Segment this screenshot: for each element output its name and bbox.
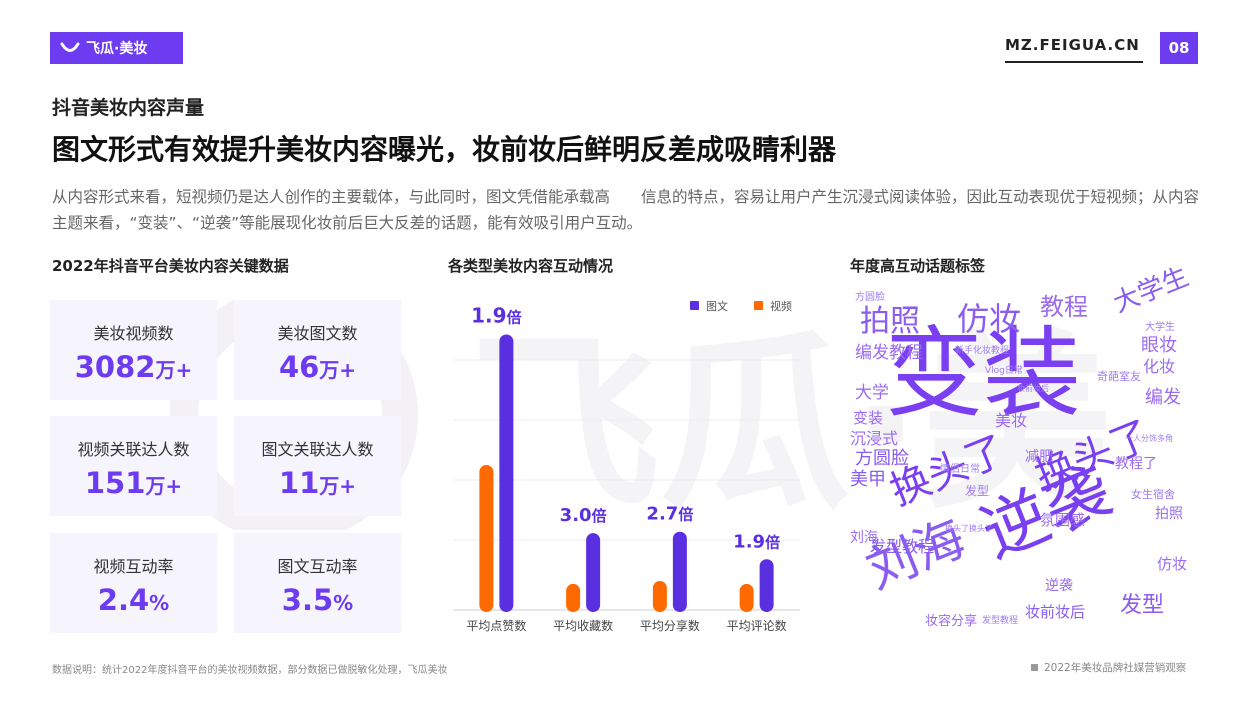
bar-image-text (499, 334, 514, 612)
stat-label: 视频互动率 (93, 557, 174, 576)
stat-label: 视频关联达人数 (77, 440, 190, 459)
topic-tag: 减肥 (1025, 449, 1053, 465)
stat-card: 图文关联达人数 11万+ (234, 416, 401, 516)
ratio-label: 3.0倍 (560, 505, 607, 526)
topic-tag: 换头了换头了 (945, 524, 993, 533)
data-footnote: 数据说明：统计2022年度抖音平台的美妆视频数据，部分数据已做脱敏化处理，飞瓜美… (52, 665, 448, 676)
topic-tag: 氛围感 (1040, 511, 1086, 529)
report-name-text: 2022年美妆品牌社媒营销观察 (1044, 662, 1187, 674)
brand-name: 飞瓜·美妆 (86, 41, 148, 57)
ratio-label: 1.9倍 (733, 531, 780, 552)
stat-card: 视频关联达人数 151万+ (50, 416, 217, 516)
bar-video (739, 583, 754, 612)
topic-tag: 刘海 (850, 530, 878, 546)
topic-tag: 拍照 (860, 304, 920, 339)
topic-tag: 变装 (853, 409, 884, 427)
category-label: 平均评论数 (727, 618, 787, 633)
chart-title: 各类型美妆内容互动情况 (448, 257, 614, 275)
topic-tag: 教程 (1040, 293, 1088, 321)
topic-tag: 美甲 (850, 469, 886, 490)
brand-badge: 飞瓜·美妆 (50, 32, 183, 64)
url-underline (1005, 61, 1143, 63)
topic-word-cloud: 变装 逆袭 刘海 换头了 换头了 拍照 仿妆 教程 大学生 方圆脸 编发教程 新手化妆教程 眼妆 大学生化… (845, 262, 1205, 640)
stat-value: 3082万+ (74, 350, 193, 384)
topic-tag: 发型教程 (982, 616, 1019, 626)
ratio-label: 1.9倍 (471, 304, 521, 328)
bar-image-text (586, 533, 601, 612)
stat-label: 美妆图文数 (277, 324, 358, 343)
stat-card: 美妆视频数 3082万+ (50, 300, 217, 400)
stat-label: 图文关联达人数 (261, 440, 374, 459)
topic-tag: 发型 (965, 484, 990, 498)
legend-label: 视频 (770, 299, 792, 313)
stat-value: 11万+ (278, 466, 357, 500)
topic-tag: 仿妆 (957, 300, 1022, 338)
section-title: 抖音美妆内容声量 (52, 97, 205, 119)
square-icon (1031, 664, 1038, 671)
topic-tag: 妆前妆后 (1017, 384, 1049, 393)
stat-card: 美妆图文数 46万+ (234, 300, 401, 400)
category-label: 平均分享数 (640, 618, 700, 633)
topic-tag: 教程了 (1115, 456, 1157, 472)
stat-label: 美妆视频数 (93, 324, 174, 343)
topic-tag: 仿妆 (1157, 555, 1188, 573)
stat-value: 2.4% (97, 583, 170, 617)
bar-image-text (759, 559, 774, 612)
topic-tag: 大学生 (1145, 322, 1175, 333)
topic-tag: 情侣日常 (940, 464, 980, 475)
stat-card: 图文互动率 3.5% (234, 533, 401, 633)
bar-image-text (672, 531, 687, 612)
legend-label: 图文 (706, 299, 728, 313)
stat-card: 视频互动率 2.4% (50, 533, 217, 633)
site-url: MZ.FEIGUA.CN (1005, 36, 1140, 54)
page-number: 08 (1160, 32, 1198, 64)
topic-tag: 化妆 (1143, 357, 1176, 376)
topic-tag: Vlog日常 (985, 366, 1023, 376)
category-label: 平均点赞数 (466, 618, 526, 633)
topic-tag: 拍照 (1155, 506, 1183, 522)
report-name: 2022年美妆品牌社媒营销观察 (1031, 660, 1186, 675)
stat-value: 46万+ (278, 350, 357, 384)
topic-tag: 逆袭 (1045, 578, 1073, 594)
legend-swatch (754, 301, 763, 310)
category-label: 平均收藏数 (553, 618, 613, 633)
topic-tag: 方圆脸 (855, 448, 909, 469)
topic-tag: 美妆 (995, 411, 1028, 430)
topic-tag: 大学 (855, 383, 889, 403)
topic-tag: 变装 (885, 317, 1082, 431)
intro-paragraph: 从内容形式来看，短视频仍是达人创作的主要载体，与此同时，图文凭借能承载高 信息的… (52, 188, 1200, 232)
stat-label: 图文互动率 (277, 557, 358, 576)
legend-swatch (690, 301, 699, 310)
topic-tag: 奇葩室友 (1097, 370, 1141, 383)
bar-video (652, 581, 667, 612)
topic-tag: 编发教程 (855, 343, 923, 363)
bar-video (566, 583, 581, 612)
topic-tag: 一人分饰多角 (1125, 434, 1173, 443)
topic-tag: 编发 (1145, 387, 1181, 408)
stats-title: 2022年抖音平台美妆内容关键数据 (52, 257, 289, 275)
topic-tag: 沉浸式 (850, 429, 899, 448)
topic-tag: 妆容分享 (925, 614, 978, 629)
topic-tag: 发型教程 (870, 537, 935, 556)
ratio-label: 2.7倍 (646, 504, 693, 525)
topic-tag: 发型 (1120, 593, 1165, 618)
topic-tag: 眼妆 (1141, 335, 1177, 356)
topic-tag: 女生宿舍 (1131, 488, 1175, 501)
stat-value: 151万+ (84, 466, 183, 500)
topic-tag: 妆前妆后 (1025, 603, 1086, 621)
topic-tag: 大学生 (1109, 261, 1193, 319)
page-headline: 图文形式有效提升美妆内容曝光，妆前妆后鲜明反差成吸睛利器 (52, 133, 837, 166)
stat-value: 3.5% (281, 583, 354, 617)
cloud-title: 年度高互动话题标签 (850, 257, 986, 275)
bar-video (479, 465, 494, 612)
topic-tag: 新手化妆教程 (955, 346, 1010, 356)
brand-logo-icon (60, 42, 80, 52)
topic-tag: 方圆脸 (855, 292, 885, 303)
